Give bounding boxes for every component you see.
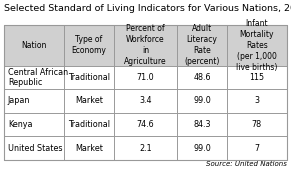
- Text: 2.1: 2.1: [139, 144, 152, 153]
- Text: Kenya: Kenya: [8, 120, 32, 129]
- Text: Market: Market: [75, 144, 103, 153]
- Text: 99.0: 99.0: [193, 144, 211, 153]
- Text: Market: Market: [75, 97, 103, 106]
- Text: 3: 3: [254, 97, 259, 106]
- Text: 99.0: 99.0: [193, 97, 211, 106]
- Text: Traditional: Traditional: [68, 73, 110, 82]
- Text: 115: 115: [249, 73, 264, 82]
- Text: Selected Standard of Living Indicators for Various Nations, 2002: Selected Standard of Living Indicators f…: [4, 4, 291, 13]
- Text: Central African
Republic: Central African Republic: [8, 68, 68, 87]
- Text: Adult
Literacy
Rate
(percent): Adult Literacy Rate (percent): [184, 24, 220, 66]
- Text: Nation: Nation: [22, 41, 47, 50]
- Text: Traditional: Traditional: [68, 120, 110, 129]
- Bar: [4, 25, 287, 160]
- Text: Infant
Mortality
Rates
(per 1,000
live births): Infant Mortality Rates (per 1,000 live b…: [236, 19, 278, 72]
- Text: United States: United States: [8, 144, 62, 153]
- Bar: [4, 25, 287, 66]
- Text: Source: United Nations: Source: United Nations: [206, 161, 287, 167]
- Text: 74.6: 74.6: [137, 120, 154, 129]
- Text: 71.0: 71.0: [137, 73, 154, 82]
- Text: Type of
Economy: Type of Economy: [72, 35, 107, 55]
- Text: Percent of
Workforce
in
Agriculture: Percent of Workforce in Agriculture: [124, 24, 167, 66]
- Text: 78: 78: [252, 120, 262, 129]
- Text: 7: 7: [254, 144, 259, 153]
- Text: 84.3: 84.3: [193, 120, 211, 129]
- Text: Japan: Japan: [8, 97, 30, 106]
- Text: 3.4: 3.4: [139, 97, 152, 106]
- Text: 48.6: 48.6: [193, 73, 211, 82]
